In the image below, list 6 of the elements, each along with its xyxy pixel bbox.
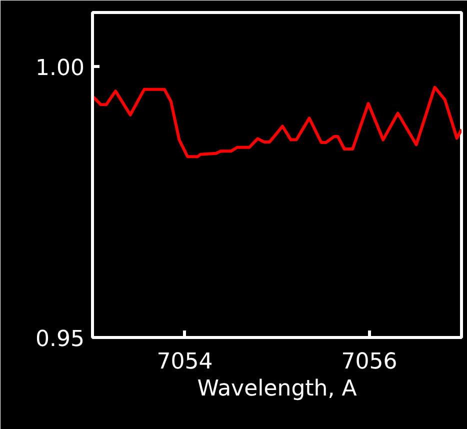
x-tick-label: 7054	[156, 350, 213, 374]
line-series	[92, 86, 462, 158]
x-axis-title: Wavelength, A	[197, 376, 357, 402]
y-tick-label: 1.00	[36, 56, 84, 82]
y-tick-label: 0.95	[36, 327, 84, 352]
x-tick-label: 7056	[341, 350, 398, 374]
